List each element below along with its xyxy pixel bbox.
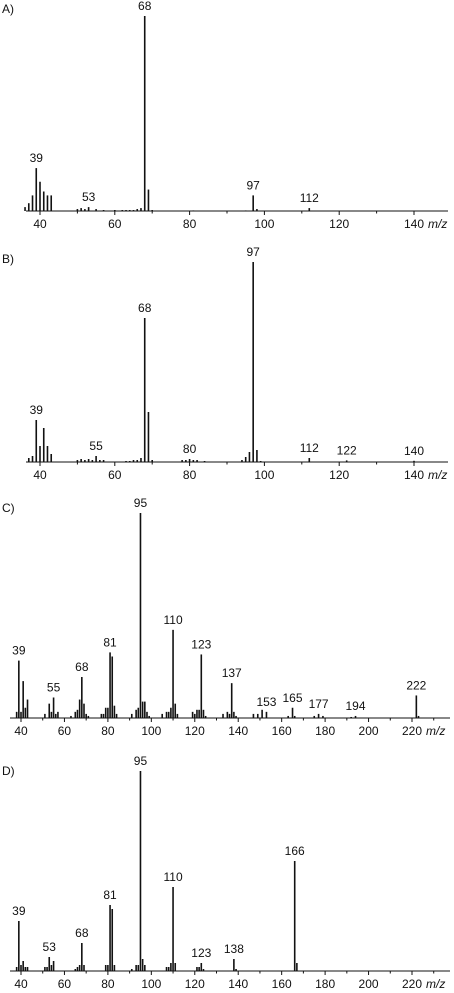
x-tick-label: 100 [141, 977, 161, 991]
peak-label: 39 [30, 151, 44, 165]
spectrum-panel-d: D) 40 60 80 100 120 140 160 180 200 220 m/z 39 53 68 81… [2, 754, 450, 991]
peak-label: 112 [300, 191, 319, 205]
peak-label: 122 [337, 443, 357, 457]
spectrum-panel-c: C) 40 60 80 100 120 140 160 180 200 220 m/z 39 55 68 81… [2, 496, 450, 738]
panel-label: B) [2, 252, 14, 266]
x-tick-label: 80 [183, 217, 197, 231]
peak-label: 138 [224, 942, 244, 956]
peak-label: 97 [247, 245, 261, 259]
spectrum-panel-b: B) 40 60 80 100 120 140 m/z 39 55 68 80 97 112 122 140 [2, 245, 448, 482]
peak-label: 112 [300, 441, 319, 455]
peak-label: 68 [138, 301, 152, 315]
peak-label: 165 [283, 691, 303, 705]
x-tick-label: 180 [315, 724, 335, 738]
peak-label: 194 [346, 699, 366, 713]
peak-label: 68 [138, 0, 152, 13]
peak-label: 110 [163, 870, 182, 884]
peak-label: 81 [103, 888, 117, 902]
peak-label: 123 [191, 946, 211, 960]
peak-label: 153 [256, 695, 276, 709]
spectrum-panel-a: A) 40 60 80 100 120 140 m/z 39 53 68 97 112 [2, 0, 448, 231]
x-axis-label: m/z [428, 468, 447, 482]
x-tick-label: 160 [272, 977, 292, 991]
peak-label: 95 [134, 754, 148, 768]
peak-label: 39 [12, 644, 26, 658]
peak-label: 123 [191, 637, 211, 651]
peak-label: 39 [12, 904, 26, 918]
panel-label: D) [2, 764, 15, 778]
x-tick-label: 140 [228, 724, 248, 738]
x-axis-label: m/z [426, 977, 445, 991]
x-tick-label: 40 [14, 724, 28, 738]
panel-label: C) [2, 501, 15, 515]
x-tick-label: 200 [359, 977, 379, 991]
peak-label: 222 [406, 678, 426, 692]
x-tick-label: 60 [58, 977, 72, 991]
x-axis-label: m/z [426, 724, 445, 738]
x-tick-label: 100 [254, 217, 274, 231]
x-tick-label: 60 [58, 724, 72, 738]
x-tick-label: 100 [254, 468, 274, 482]
x-tick-label: 40 [33, 468, 47, 482]
x-tick-label: 40 [14, 977, 28, 991]
peak-label: 80 [183, 442, 197, 456]
peak-label: 39 [30, 403, 44, 417]
x-tick-label: 120 [185, 724, 205, 738]
peak-label: 81 [103, 635, 117, 649]
x-tick-label: 120 [329, 468, 349, 482]
peak-label: 95 [134, 496, 148, 510]
peak-label: 140 [404, 444, 424, 458]
x-tick-label: 200 [359, 724, 379, 738]
x-tick-label: 140 [228, 977, 248, 991]
peak-label: 53 [43, 940, 57, 954]
peak-label: 55 [89, 439, 103, 453]
peak-label: 137 [222, 666, 242, 680]
peak-label: 177 [309, 697, 329, 711]
peak-label: 55 [47, 681, 61, 695]
peak-label: 68 [75, 660, 89, 674]
x-tick-label: 40 [33, 217, 47, 231]
x-tick-label: 60 [108, 217, 122, 231]
x-tick-label: 120 [185, 977, 205, 991]
x-tick-label: 100 [141, 724, 161, 738]
peak-label: 53 [82, 190, 96, 204]
peak-label: 68 [75, 926, 89, 940]
x-tick-label: 80 [183, 468, 197, 482]
peak-label: 110 [163, 613, 182, 627]
x-tick-label: 220 [402, 977, 422, 991]
x-axis-label: m/z [428, 217, 447, 231]
x-tick-label: 140 [404, 468, 424, 482]
peak-label: 97 [247, 178, 261, 192]
x-tick-label: 160 [272, 724, 292, 738]
x-tick-label: 140 [404, 217, 424, 231]
x-tick-label: 80 [101, 977, 115, 991]
x-tick-label: 180 [315, 977, 335, 991]
x-tick-label: 220 [402, 724, 422, 738]
x-tick-label: 120 [329, 217, 349, 231]
x-tick-label: 80 [101, 724, 115, 738]
x-tick-label: 60 [108, 468, 122, 482]
panel-label: A) [2, 2, 14, 16]
peak-label: 166 [285, 844, 305, 858]
